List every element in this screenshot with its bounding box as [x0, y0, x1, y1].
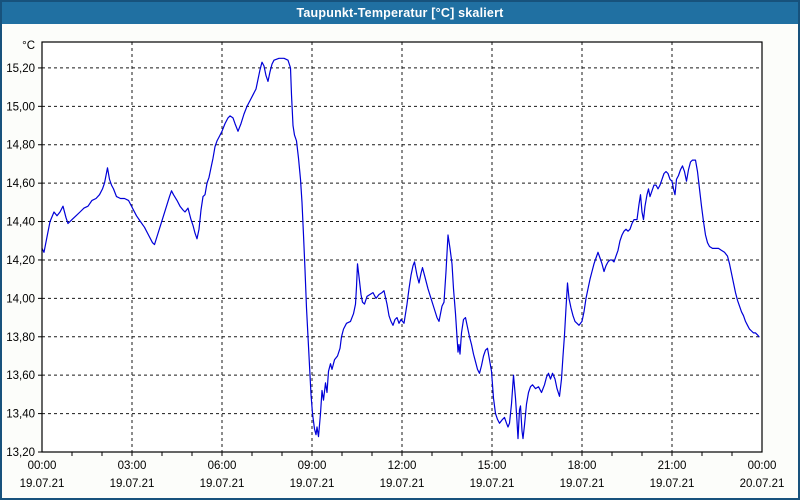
- svg-text:13,20: 13,20: [6, 447, 35, 459]
- svg-text:19.07.21: 19.07.21: [380, 478, 425, 490]
- svg-text:20.07.21: 20.07.21: [740, 478, 785, 490]
- svg-text:15,20: 15,20: [6, 63, 35, 75]
- window-title-bar: Taupunkt-Temperatur [°C] skaliert: [2, 2, 798, 24]
- svg-text:14,40: 14,40: [6, 217, 35, 229]
- svg-text:19.07.21: 19.07.21: [200, 478, 245, 490]
- svg-text:06:00: 06:00: [208, 460, 237, 472]
- svg-text:19.07.21: 19.07.21: [470, 478, 515, 490]
- svg-text:03:00: 03:00: [118, 460, 147, 472]
- dewpoint-line-chart: 15,20 15,00 14,80 14,60 14,40 14,20 14,00 13,80…: [6, 40, 785, 490]
- svg-text:13,40: 13,40: [6, 409, 35, 421]
- y-axis-labels: 15,20 15,00 14,80 14,60 14,40 14,20 14,00 13,80…: [6, 40, 35, 459]
- svg-text:19.07.21: 19.07.21: [560, 478, 605, 490]
- svg-text:00:00: 00:00: [28, 460, 57, 472]
- svg-text:15:00: 15:00: [478, 460, 507, 472]
- svg-text:19.07.21: 19.07.21: [20, 478, 65, 490]
- svg-text:14,80: 14,80: [6, 140, 35, 152]
- svg-text:19.07.21: 19.07.21: [650, 478, 695, 490]
- svg-text:21:00: 21:00: [658, 460, 687, 472]
- window-title: Taupunkt-Temperatur [°C] skaliert: [296, 6, 504, 20]
- x-minor-ticks: [71, 452, 733, 456]
- svg-text:15,00: 15,00: [6, 101, 35, 113]
- svg-text:14,00: 14,00: [6, 293, 35, 305]
- svg-text:12:00: 12:00: [388, 460, 417, 472]
- svg-text:19.07.21: 19.07.21: [290, 478, 335, 490]
- svg-text:13,60: 13,60: [6, 370, 35, 382]
- temperature-series-line: [41, 57, 760, 440]
- svg-text:13,80: 13,80: [6, 332, 35, 344]
- svg-text:18:00: 18:00: [568, 460, 597, 472]
- x-axis-labels: 00:00 19.07.21 03:00 19.07.21 06:00 19.07.21 0…: [20, 460, 785, 490]
- plot-border: [41, 41, 763, 453]
- svg-text:14,20: 14,20: [6, 255, 35, 267]
- svg-text:19.07.21: 19.07.21: [110, 478, 155, 490]
- svg-text:09:00: 09:00: [298, 460, 327, 472]
- svg-text:00:00: 00:00: [748, 460, 777, 472]
- y-axis-unit-label: °C: [22, 40, 35, 52]
- svg-text:14,60: 14,60: [6, 178, 35, 190]
